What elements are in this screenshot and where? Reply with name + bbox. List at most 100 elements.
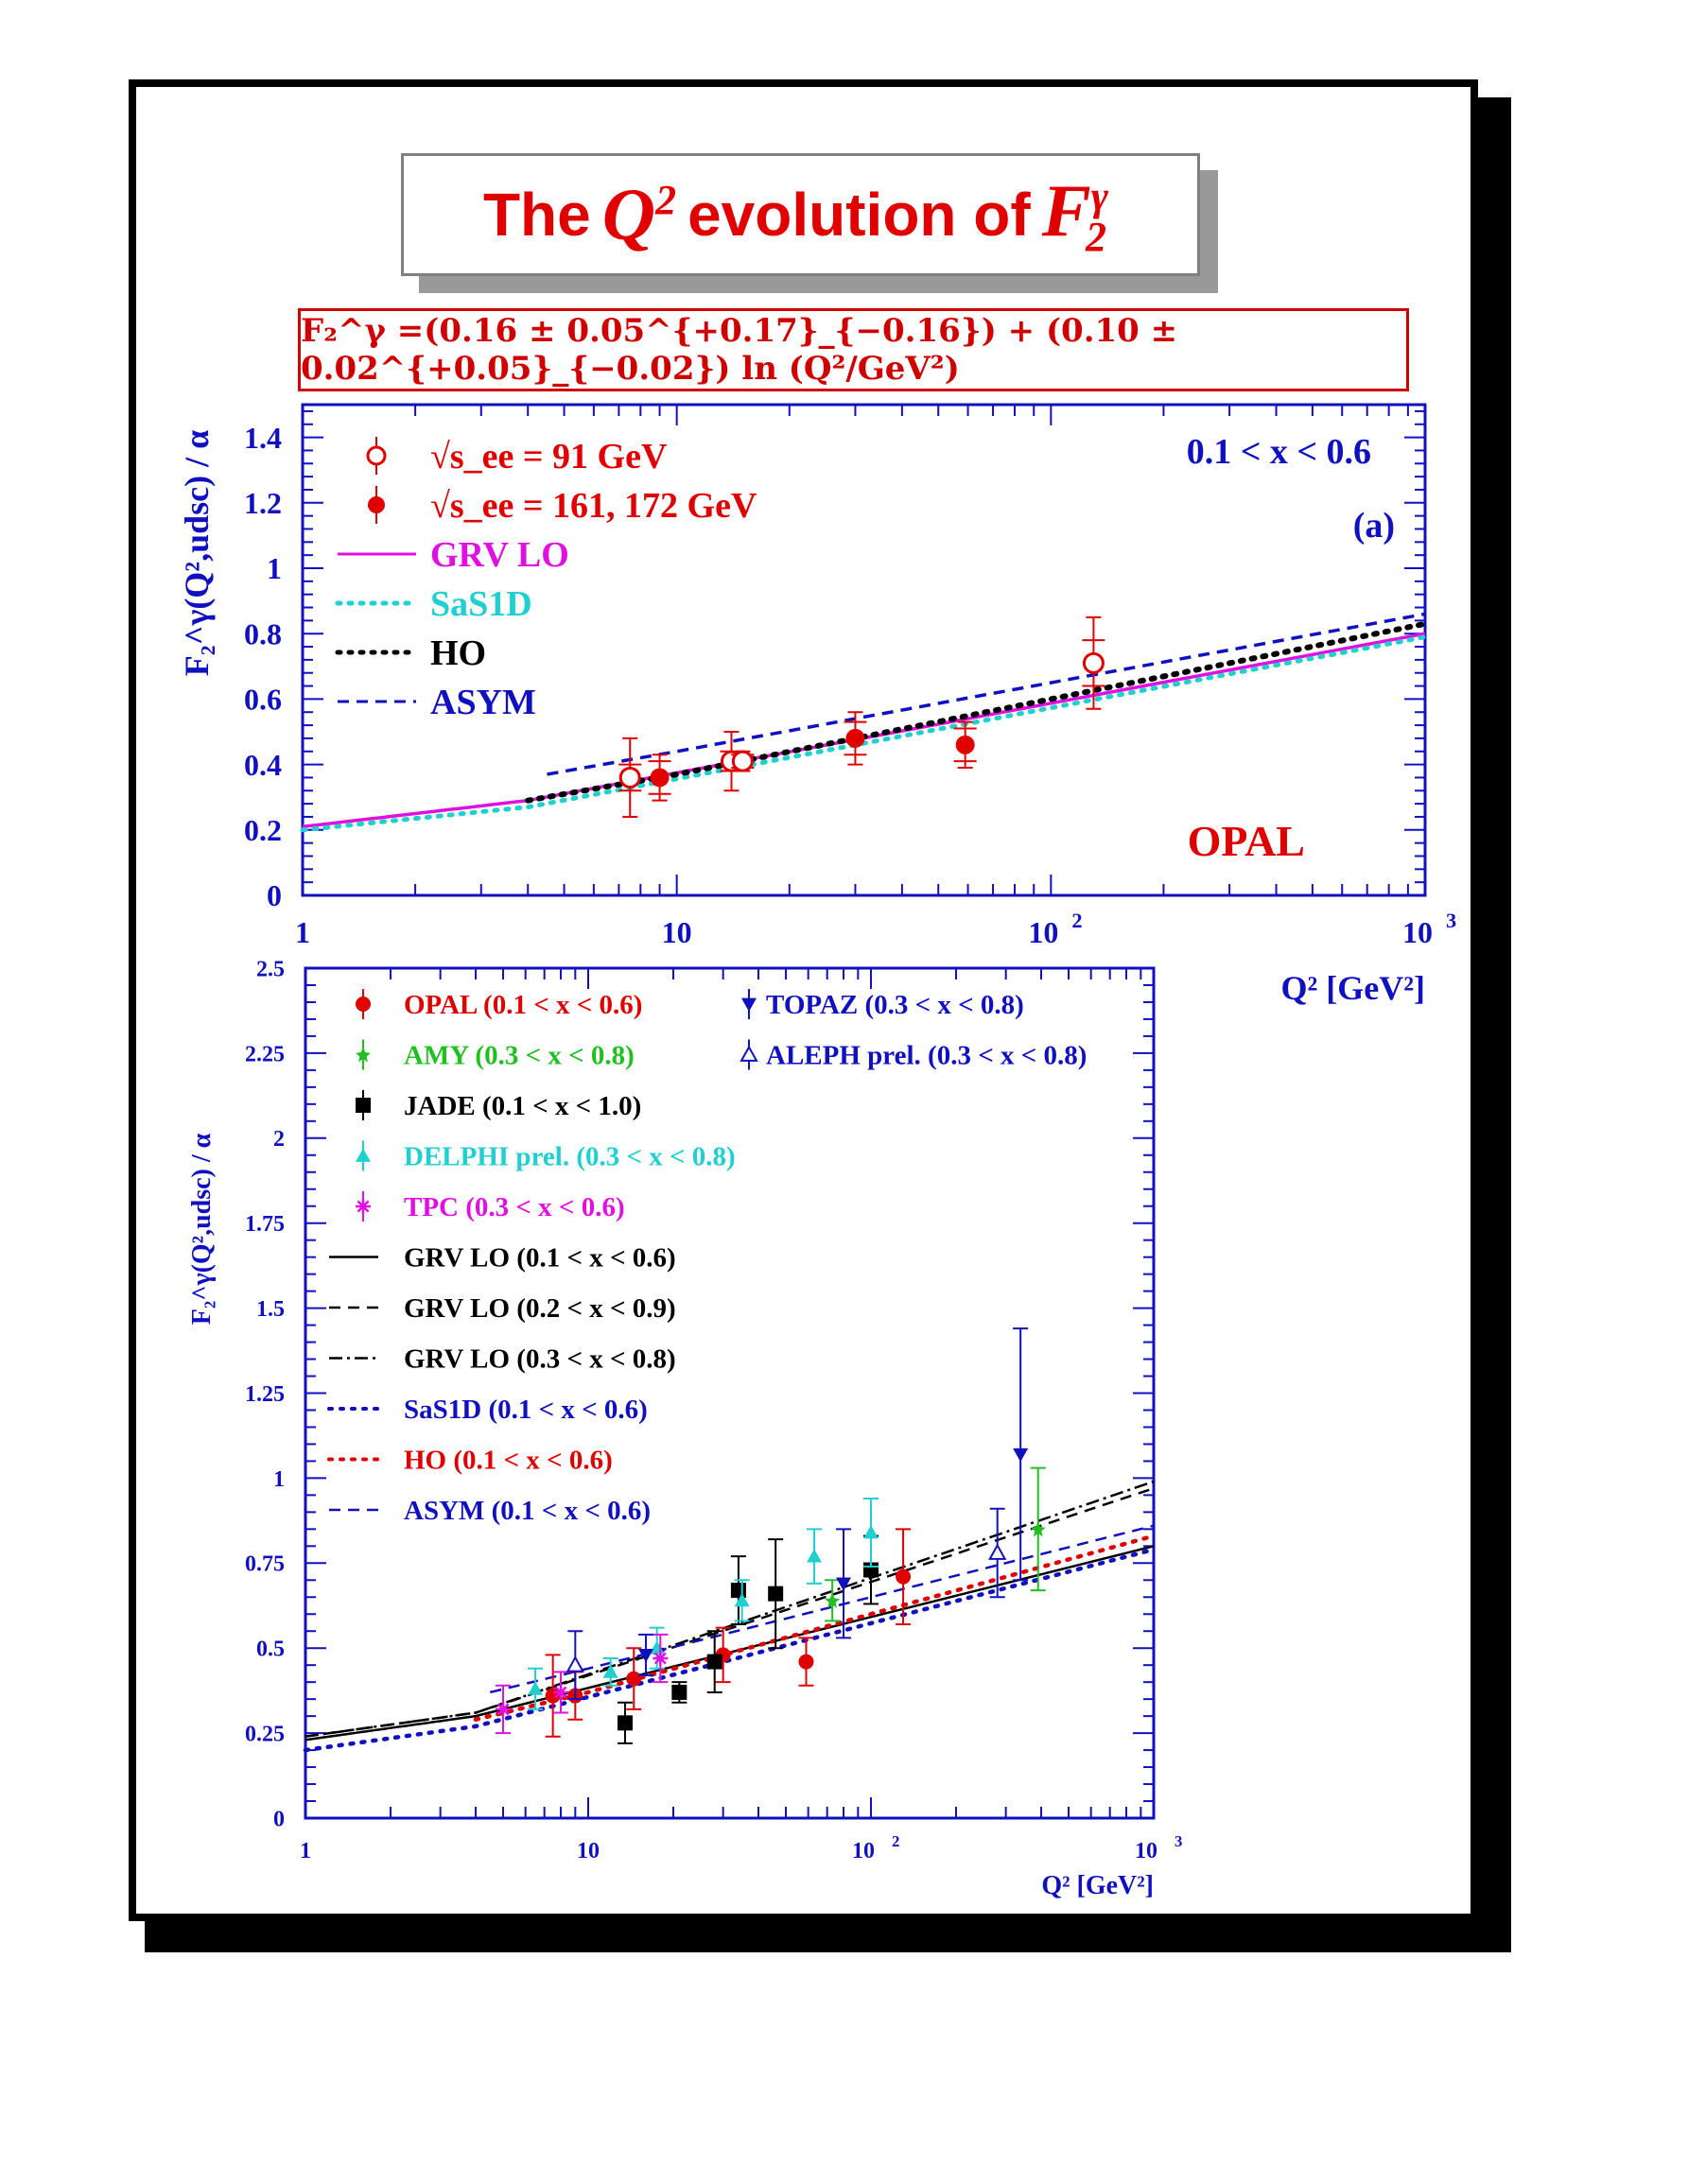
legend-label: GRV LO (0.3 < x < 0.8) <box>404 1344 676 1375</box>
legend-marker <box>356 997 371 1012</box>
legend-label: TOPAZ (0.3 < x < 0.8) <box>766 990 1024 1020</box>
x-tick-label-exp: 2 <box>892 1832 899 1850</box>
title-word-the: The <box>482 181 591 249</box>
curve-ho <box>525 620 1428 804</box>
data-point-amy <box>1030 1521 1046 1537</box>
y-tick-label: 1 <box>273 1467 285 1492</box>
x-tick-label: 10 <box>662 915 692 949</box>
legend-label: AMY (0.3 < x < 0.8) <box>404 1041 635 1071</box>
legend-label: GRV LO <box>430 535 569 575</box>
data-point-tpc <box>653 1650 669 1666</box>
data-point-delphi <box>863 1524 879 1539</box>
data-point-topaz <box>1013 1447 1029 1463</box>
legend-marker <box>356 1098 371 1113</box>
data-point-topaz <box>638 1648 654 1663</box>
legend-label: HO <box>430 633 486 673</box>
y-tick-label: 1.75 <box>245 1212 285 1237</box>
legend-marker <box>356 1047 371 1063</box>
y-tick-label: 1.25 <box>245 1382 285 1407</box>
legend-label: OPAL (0.1 < x < 0.6) <box>404 990 642 1020</box>
curve-grv-lo-0-3-x-0-8- <box>305 1480 1155 1738</box>
legend-marker <box>356 1199 371 1214</box>
data-point-topaz <box>836 1577 852 1591</box>
data-point-opal <box>798 1654 814 1670</box>
data-point--s-ee-91-gev <box>731 750 754 772</box>
data-point--s-ee-91-gev <box>1082 651 1105 674</box>
y-tick-label: 0.4 <box>244 748 282 782</box>
data-point-opal <box>896 1569 912 1585</box>
data-point-jade <box>671 1684 687 1700</box>
data-point-aleph <box>566 1655 585 1673</box>
y-axis-label: F₂^γ(Q²,udsc) / α <box>178 430 216 676</box>
data-point--s-ee-161-172-gev <box>650 768 670 788</box>
data-point-opal <box>626 1671 642 1687</box>
legend-label: ALEPH prel. (0.3 < x < 0.8) <box>766 1041 1087 1071</box>
data-point-aleph <box>988 1543 1007 1560</box>
y-tick-label: 1.2 <box>244 486 282 520</box>
title-q: Q2 <box>601 173 677 255</box>
legend-label: TPC (0.3 < x < 0.6) <box>404 1192 625 1222</box>
data-point-tpc <box>495 1701 511 1717</box>
data-point-jade <box>706 1654 722 1670</box>
page-title: The Q2 evolution of Fγ2 <box>401 153 1200 276</box>
legend-label: ASYM <box>430 683 536 722</box>
curve-sas1d <box>300 634 1428 833</box>
chart-panel-a: 1 10 10 2 10 3 0 0.2 0.4 0.6 0.8 1 1.2 1.4 F₂^γ(Q²,uds… <box>178 403 1456 1007</box>
legend-marker <box>740 1045 758 1062</box>
annotation-x-range: 0.1 < x < 0.6 <box>1187 432 1371 472</box>
data-point-amy <box>825 1592 841 1608</box>
curve-asym-0-1-x-0-6- <box>490 1524 1155 1694</box>
y-tick-label: 1.5 <box>256 1297 285 1322</box>
legend-marker <box>741 997 757 1012</box>
chart-panel-b: 1 10 10 2 10 3 0 0.25 0.5 0.75 1 1.25 1.5 1.75 2 2.25 2.… <box>187 957 1182 1900</box>
y-tick-label: 2 <box>273 1127 285 1152</box>
data-point-delphi <box>807 1549 823 1563</box>
x-tick-label: 10 <box>1135 1839 1157 1863</box>
legend-marker <box>366 445 387 466</box>
y-tick-label: 0.25 <box>245 1723 285 1747</box>
y-tick-label: 0.75 <box>245 1552 285 1577</box>
data-point--s-ee-161-172-gev <box>955 735 975 754</box>
legend-label: SaS1D (0.1 < x < 0.6) <box>404 1395 648 1425</box>
legend-label: GRV LO (0.1 < x < 0.6) <box>404 1243 676 1274</box>
legend-label: JADE (0.1 < x < 1.0) <box>404 1091 641 1121</box>
y-tick-label: 0.5 <box>256 1638 285 1662</box>
y-axis-label: F₂^γ(Q²,udsc) / α <box>187 1133 217 1325</box>
data-point--s-ee-161-172-gev <box>845 728 865 748</box>
data-point--s-ee-91-gev <box>618 766 641 789</box>
x-axis-label: Q² [GeV²] <box>1041 1871 1154 1900</box>
x-tick-label: 10 <box>852 1839 875 1863</box>
annotation-panel-a: (a) <box>1353 506 1395 546</box>
fit-formula: F₂^γ =(0.16 ± 0.05^{+0.17}_{−0.16}) + (0… <box>301 312 1178 388</box>
x-tick-label: 10 <box>577 1839 600 1863</box>
y-tick-label: 1.4 <box>244 421 282 455</box>
legend-label: √s_ee = 161, 172 GeV <box>430 486 757 526</box>
legend-label: GRV LO (0.2 < x < 0.9) <box>404 1293 676 1324</box>
y-tick-label: 2.5 <box>256 957 285 981</box>
curve-sas1d-0-1-x-0-6- <box>303 1547 1157 1753</box>
y-tick-label: 0 <box>267 878 282 912</box>
x-axis-label: Q² [GeV²] <box>1280 969 1425 1007</box>
fit-formula-box: F₂^γ =(0.16 ± 0.05^{+0.17}_{−0.16}) + (0… <box>298 308 1409 391</box>
legend-label: HO (0.1 < x < 0.6) <box>404 1446 613 1476</box>
data-point-delphi <box>734 1592 750 1607</box>
data-point-delphi <box>602 1664 618 1678</box>
legend-label: √s_ee = 91 GeV <box>430 437 668 477</box>
legend-marker <box>356 1148 371 1162</box>
legend-label: SaS1D <box>430 584 532 624</box>
x-tick-label-exp: 3 <box>1446 909 1456 932</box>
data-point-jade <box>730 1583 746 1599</box>
curve-ho-0-1-x-0-6- <box>473 1534 1157 1722</box>
legend-label: DELPHI prel. (0.3 < x < 0.8) <box>404 1142 736 1172</box>
y-tick-label: 0 <box>273 1807 285 1831</box>
x-tick-label: 10 <box>1402 915 1433 949</box>
data-point-jade <box>617 1715 633 1731</box>
x-tick-label: 10 <box>1028 915 1058 949</box>
y-tick-label: 1 <box>267 551 282 585</box>
title-evolution-of: evolution of <box>687 181 1031 249</box>
y-tick-label: 0.2 <box>244 813 282 847</box>
legend-label: ASYM (0.1 < x < 0.6) <box>404 1496 651 1526</box>
title-f2: Fγ2 <box>1041 168 1109 261</box>
curve-grv-lo-0-1-x-0-6- <box>305 1545 1155 1742</box>
